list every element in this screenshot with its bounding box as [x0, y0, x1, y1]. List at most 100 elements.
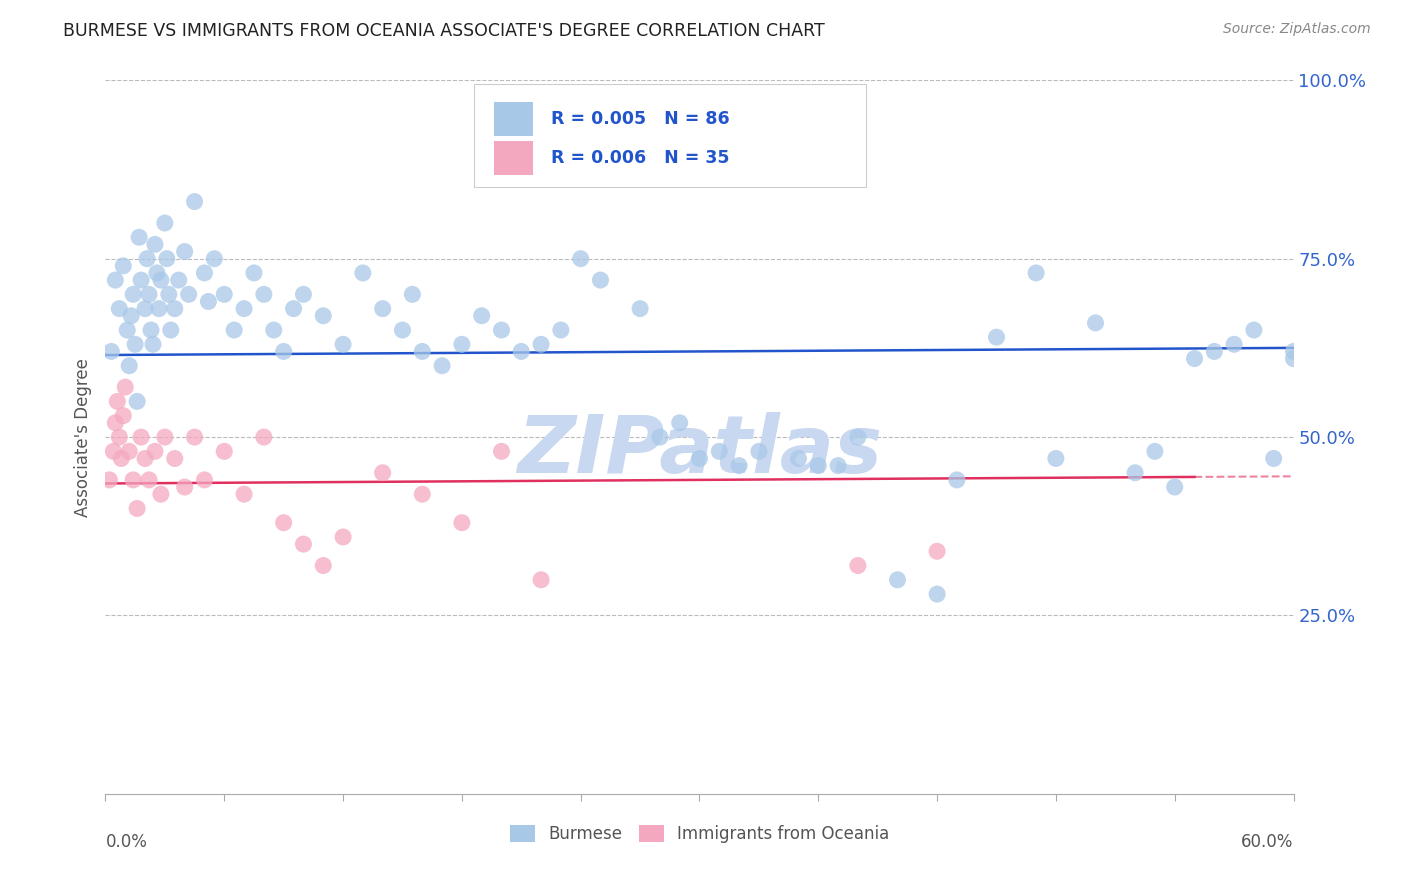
Text: 60.0%: 60.0%	[1241, 833, 1294, 851]
Point	[371, 466, 394, 480]
Point	[104, 416, 127, 430]
Point	[118, 444, 141, 458]
Point	[124, 337, 146, 351]
Point	[243, 266, 266, 280]
Point	[167, 273, 190, 287]
Text: BURMESE VS IMMIGRANTS FROM OCEANIA ASSOCIATE'S DEGREE CORRELATION CHART: BURMESE VS IMMIGRANTS FROM OCEANIA ASSOC…	[63, 22, 825, 40]
Point	[214, 287, 236, 301]
Point	[1204, 344, 1226, 359]
Point	[134, 301, 156, 316]
Point	[1123, 466, 1146, 480]
Text: 0.0%: 0.0%	[105, 833, 148, 851]
FancyBboxPatch shape	[474, 84, 866, 187]
Point	[134, 451, 156, 466]
Point	[163, 301, 186, 316]
Point	[312, 309, 335, 323]
Point	[748, 444, 770, 458]
Point	[787, 451, 810, 466]
Point	[292, 287, 315, 301]
Point	[224, 323, 246, 337]
Point	[253, 287, 276, 301]
Point	[197, 294, 219, 309]
Point	[115, 323, 138, 337]
Point	[103, 444, 125, 458]
Point	[153, 216, 176, 230]
Point	[104, 273, 127, 287]
Point	[273, 344, 295, 359]
Point	[233, 301, 256, 316]
Text: Source: ZipAtlas.com: Source: ZipAtlas.com	[1223, 22, 1371, 37]
Point	[173, 244, 195, 259]
Point	[149, 487, 172, 501]
Point	[927, 544, 949, 558]
Text: R = 0.006   N = 35: R = 0.006 N = 35	[551, 149, 730, 167]
Point	[127, 394, 149, 409]
FancyBboxPatch shape	[494, 141, 533, 175]
Point	[142, 337, 165, 351]
Point	[1025, 266, 1047, 280]
Point	[846, 430, 869, 444]
Point	[510, 344, 533, 359]
Point	[491, 444, 513, 458]
Text: ZIPatlas: ZIPatlas	[517, 412, 882, 491]
Point	[149, 273, 172, 287]
Point	[1282, 344, 1305, 359]
Point	[728, 458, 751, 473]
Point	[312, 558, 335, 573]
Point	[129, 430, 152, 444]
Point	[1263, 451, 1285, 466]
Point	[946, 473, 969, 487]
Point	[332, 337, 354, 351]
Point	[648, 430, 671, 444]
Point	[491, 323, 513, 337]
Point	[143, 237, 166, 252]
Point	[530, 573, 553, 587]
Point	[146, 266, 169, 280]
Point	[193, 473, 215, 487]
Point	[98, 473, 121, 487]
Point	[986, 330, 1008, 344]
Point	[129, 273, 152, 287]
Point	[112, 259, 135, 273]
Point	[1084, 316, 1107, 330]
Point	[411, 344, 433, 359]
Point	[112, 409, 135, 423]
Point	[628, 301, 651, 316]
Point	[263, 323, 285, 337]
Point	[253, 430, 276, 444]
Point	[139, 323, 162, 337]
Point	[292, 537, 315, 551]
Point	[183, 194, 205, 209]
Point	[156, 252, 179, 266]
Point	[177, 287, 200, 301]
Point	[120, 309, 142, 323]
Point	[138, 473, 160, 487]
Point	[827, 458, 849, 473]
Point	[668, 416, 690, 430]
FancyBboxPatch shape	[494, 102, 533, 136]
Point	[122, 473, 145, 487]
Point	[100, 344, 122, 359]
Point	[550, 323, 572, 337]
Point	[193, 266, 215, 280]
Point	[846, 558, 869, 573]
Point	[128, 230, 150, 244]
Point	[118, 359, 141, 373]
Point	[110, 451, 132, 466]
Point	[233, 487, 256, 501]
Point	[807, 458, 830, 473]
Point	[1282, 351, 1305, 366]
Text: R = 0.005   N = 86: R = 0.005 N = 86	[551, 110, 730, 128]
Point	[1184, 351, 1206, 366]
Point	[159, 323, 181, 337]
Point	[886, 573, 908, 587]
Point	[927, 587, 949, 601]
Point	[127, 501, 149, 516]
Point	[471, 309, 494, 323]
Point	[143, 444, 166, 458]
Point	[371, 301, 394, 316]
Point	[157, 287, 180, 301]
Point	[352, 266, 374, 280]
Point	[136, 252, 159, 266]
Point	[709, 444, 731, 458]
